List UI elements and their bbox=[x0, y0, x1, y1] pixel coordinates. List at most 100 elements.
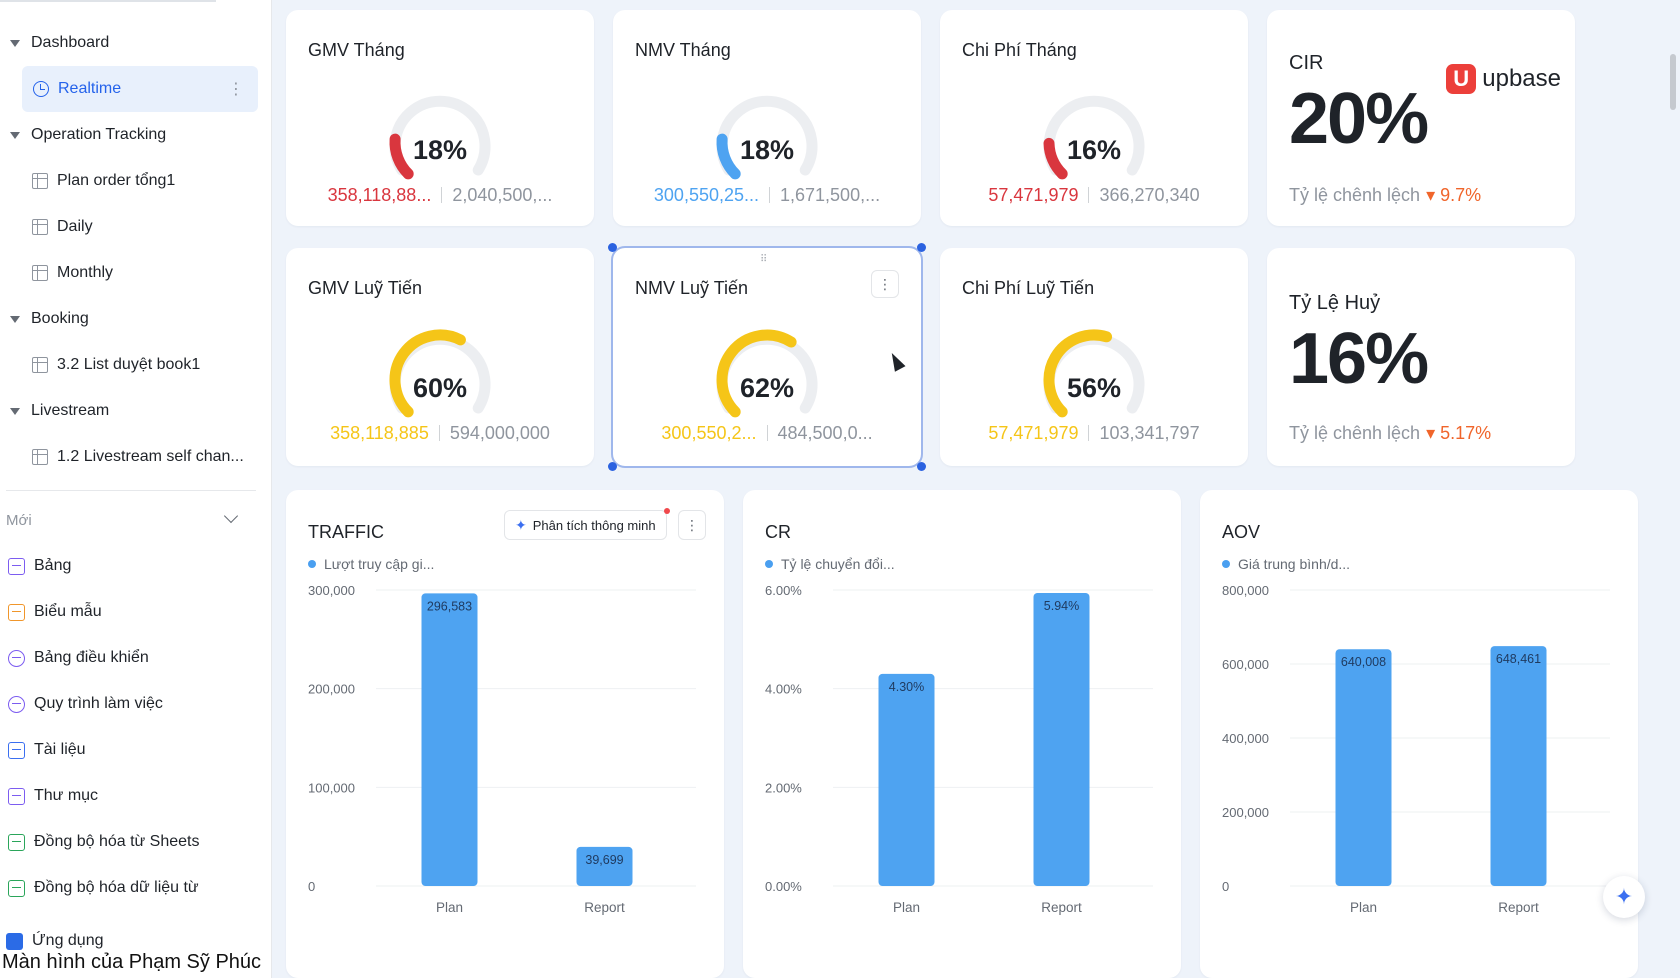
card-title: GMV Tháng bbox=[308, 40, 405, 60]
resize-handle[interactable] bbox=[608, 462, 617, 471]
smart-analysis-button[interactable]: ✦ Phân tích thông minh bbox=[504, 510, 667, 540]
bar-chart: 0.00% 2.00% 4.00% 6.00% 4.30% Plan 5.94% Report bbox=[765, 583, 1153, 915]
smart-analysis-label: Phân tích thông minh bbox=[532, 517, 656, 533]
table-icon bbox=[32, 449, 48, 465]
y-tick-label: 0 bbox=[1222, 879, 1229, 894]
bar bbox=[421, 593, 478, 886]
bar-value-label: 39,699 bbox=[585, 853, 623, 867]
bar bbox=[1490, 646, 1547, 886]
y-tick-label: 200,000 bbox=[1222, 805, 1269, 820]
kpi-card-cir[interactable]: CIR 20% U upbase Tỷ lệ chênh lệch ▾ 9.7% bbox=[1267, 10, 1575, 226]
x-category-label: Report bbox=[584, 900, 625, 915]
resize-handle[interactable] bbox=[917, 462, 926, 471]
chart-card-traffic[interactable]: TRAFFIC ✦ Phân tích thông minh ⋮ Lượt tr… bbox=[286, 490, 724, 978]
plan-value: 2,040,500,... bbox=[452, 185, 553, 205]
resize-handle[interactable] bbox=[917, 243, 926, 252]
nav-group-label: Dashboard bbox=[31, 34, 110, 51]
sidebar-item-livestream-self[interactable]: 1.2 Livestream self chan... bbox=[0, 434, 272, 480]
sheets-icon bbox=[8, 833, 25, 851]
nav-group-booking[interactable]: Booking bbox=[0, 296, 272, 342]
gauge-values: 358,118,885 594,000,000 bbox=[286, 423, 594, 444]
more-vertical-icon[interactable]: ⋮ bbox=[678, 510, 706, 540]
chart-legend[interactable]: Lượt truy cập gi... bbox=[308, 556, 434, 572]
sidebar-item-plan-order[interactable]: Plan order tổng1 bbox=[0, 158, 272, 204]
gauge-fill bbox=[716, 133, 741, 180]
form-icon bbox=[8, 603, 25, 621]
table-icon bbox=[32, 173, 48, 189]
nav-group-livestream[interactable]: Livestream bbox=[0, 388, 272, 434]
delta-value: ▾ 9.7% bbox=[1426, 185, 1482, 205]
kpi-card-gmv-thang[interactable]: GMV Tháng 18% 358,118,88... 2,040,500,... bbox=[286, 10, 594, 226]
x-category-label: Plan bbox=[1350, 900, 1377, 915]
table-icon bbox=[32, 357, 48, 373]
card-title: Chi Phí Luỹ Tiến bbox=[962, 278, 1095, 298]
chart-legend[interactable]: Giá trung bình/d... bbox=[1222, 556, 1350, 572]
new-item-bieu-mau[interactable]: Biểu mẫu bbox=[0, 589, 272, 635]
more-vertical-icon[interactable]: ⋮ bbox=[228, 81, 244, 98]
new-item-bang-dieu-khien[interactable]: Bảng điều khiển bbox=[0, 635, 272, 681]
new-item-tai-lieu[interactable]: Tài liệu bbox=[0, 727, 272, 773]
sidebar-item-ung-dung[interactable]: Ứng dụng bbox=[6, 932, 104, 950]
more-vertical-icon[interactable]: ⋮ bbox=[871, 270, 899, 298]
bar bbox=[1335, 649, 1392, 886]
big-value: 20% bbox=[1289, 79, 1429, 159]
kpi-card-nmv-luy-tien[interactable]: ⠿ NMV Luỹ Tiến ⋮ 62% 300,550,2... 484,500… bbox=[608, 243, 926, 471]
actual-value: 300,550,25... bbox=[653, 185, 759, 205]
sidebar-item-monthly[interactable]: Monthly bbox=[0, 250, 272, 296]
actual-value: 57,471,979 bbox=[988, 423, 1079, 443]
kpi-card-nmv-thang[interactable]: NMV Tháng 18% 300,550,25... 1,671,500,... bbox=[613, 10, 921, 226]
kpi-card-chi-phi-luy-tien[interactable]: Chi Phí Luỹ Tiến 56% 57,471,979 103,341,7… bbox=[940, 248, 1248, 466]
table-icon bbox=[32, 265, 48, 281]
bar-value-label: 4.30% bbox=[889, 680, 924, 694]
actual-value: 358,118,88... bbox=[327, 185, 432, 205]
nav-group-dashboard[interactable]: Dashboard bbox=[0, 20, 272, 66]
new-item-sync-data[interactable]: Đồng bộ hóa dữ liệu từ bbox=[0, 865, 272, 911]
sidebar-item-label: Daily bbox=[57, 218, 93, 235]
brand-name: upbase bbox=[1482, 65, 1561, 92]
workflow-icon bbox=[8, 695, 25, 713]
new-item-label: Biểu mẫu bbox=[34, 603, 102, 620]
sidebar-item-daily[interactable]: Daily bbox=[0, 204, 272, 250]
y-tick-label: 600,000 bbox=[1222, 657, 1269, 672]
new-item-label: Quy trình làm việc bbox=[34, 695, 163, 712]
chart-card-cr[interactable]: CR Tỷ lệ chuyển đổi... 0.00% 2.00% 4.00% 6.… bbox=[743, 490, 1181, 978]
gauge-percent: 56% bbox=[1066, 373, 1122, 403]
legend-dot bbox=[1222, 560, 1230, 568]
chart-legend[interactable]: Tỷ lệ chuyển đổi... bbox=[765, 556, 895, 572]
gauge-values: 57,471,979 103,341,797 bbox=[940, 423, 1248, 444]
y-tick-label: 0.00% bbox=[765, 879, 802, 894]
sidebar-item-realtime[interactable]: Realtime ⋮ bbox=[22, 66, 258, 112]
new-item-quy-trinh[interactable]: Quy trình làm việc bbox=[0, 681, 272, 727]
new-item-bang[interactable]: Bảng bbox=[0, 543, 272, 589]
legend-label: Tỷ lệ chuyển đổi... bbox=[781, 556, 895, 572]
chart-card-aov[interactable]: AOV Giá trung bình/d... 0 200,000 400,000 6… bbox=[1200, 490, 1638, 978]
y-tick-label: 4.00% bbox=[765, 682, 802, 697]
gauge-chart bbox=[389, 95, 491, 180]
new-item-thu-muc[interactable]: Thư mục bbox=[0, 773, 272, 819]
top-divider bbox=[0, 0, 216, 2]
card-title: NMV Tháng bbox=[635, 40, 731, 60]
nav-group-operation-tracking[interactable]: Operation Tracking bbox=[0, 112, 272, 158]
drag-handle-icon[interactable]: ⠿ bbox=[760, 254, 769, 265]
delta-label: Tỷ lệ chênh lệch bbox=[1289, 185, 1421, 205]
kpi-card-gmv-luy-tien[interactable]: GMV Luỹ Tiến 60% 358,118,885 594,000,000 bbox=[286, 248, 594, 466]
sidebar-item-list-duyet-book[interactable]: 3.2 List duyệt book1 bbox=[0, 342, 272, 388]
sidebar-nav: Dashboard Realtime ⋮ Operation Tracking … bbox=[0, 20, 272, 911]
delta-row: Tỷ lệ chênh lệch ▾ 5.17% bbox=[1289, 423, 1491, 444]
gauge-fill bbox=[1043, 329, 1113, 418]
resize-handle[interactable] bbox=[608, 243, 617, 252]
kpi-card-chi-phi-thang[interactable]: Chi Phí Tháng 16% 57,471,979 366,270,340 bbox=[940, 10, 1248, 226]
ai-assistant-sparkle-icon[interactable]: ✦ bbox=[1603, 876, 1645, 918]
legend-dot bbox=[308, 560, 316, 568]
chart-title: TRAFFIC bbox=[308, 522, 384, 542]
new-section-header[interactable]: Mới bbox=[0, 497, 272, 543]
vertical-scrollbar[interactable] bbox=[1670, 54, 1676, 110]
sidebar-item-label: Monthly bbox=[57, 264, 114, 281]
sidebar-item-label: Ứng dụng bbox=[32, 932, 104, 949]
new-item-label: Đồng bộ hóa dữ liệu từ bbox=[34, 879, 199, 896]
caret-down-icon bbox=[10, 39, 20, 47]
bar bbox=[576, 846, 633, 886]
new-item-sync-sheets[interactable]: Đồng bộ hóa từ Sheets bbox=[0, 819, 272, 865]
document-icon bbox=[8, 741, 25, 759]
kpi-card-ty-le-huy[interactable]: Tỷ Lệ Huỷ 16% Tỷ lệ chênh lệch ▾ 5.17% bbox=[1267, 248, 1575, 466]
